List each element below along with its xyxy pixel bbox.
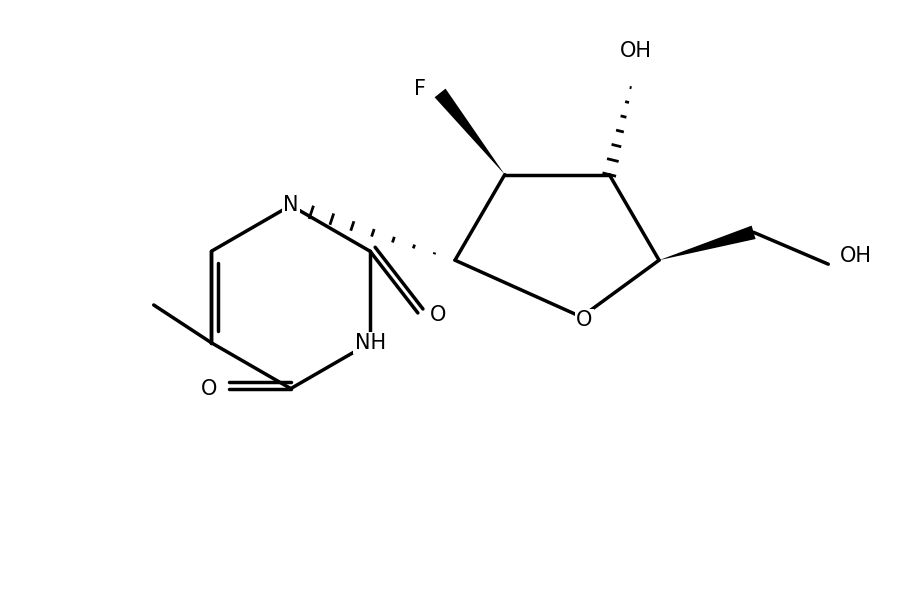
Polygon shape [435, 88, 505, 175]
Text: OH: OH [620, 41, 652, 61]
Text: NH: NH [354, 333, 386, 353]
Text: OH: OH [840, 246, 873, 266]
Text: F: F [414, 79, 426, 99]
Text: O: O [201, 379, 217, 399]
Text: O: O [429, 305, 446, 325]
Polygon shape [659, 226, 755, 260]
Text: N: N [283, 196, 299, 216]
Text: O: O [577, 310, 593, 330]
